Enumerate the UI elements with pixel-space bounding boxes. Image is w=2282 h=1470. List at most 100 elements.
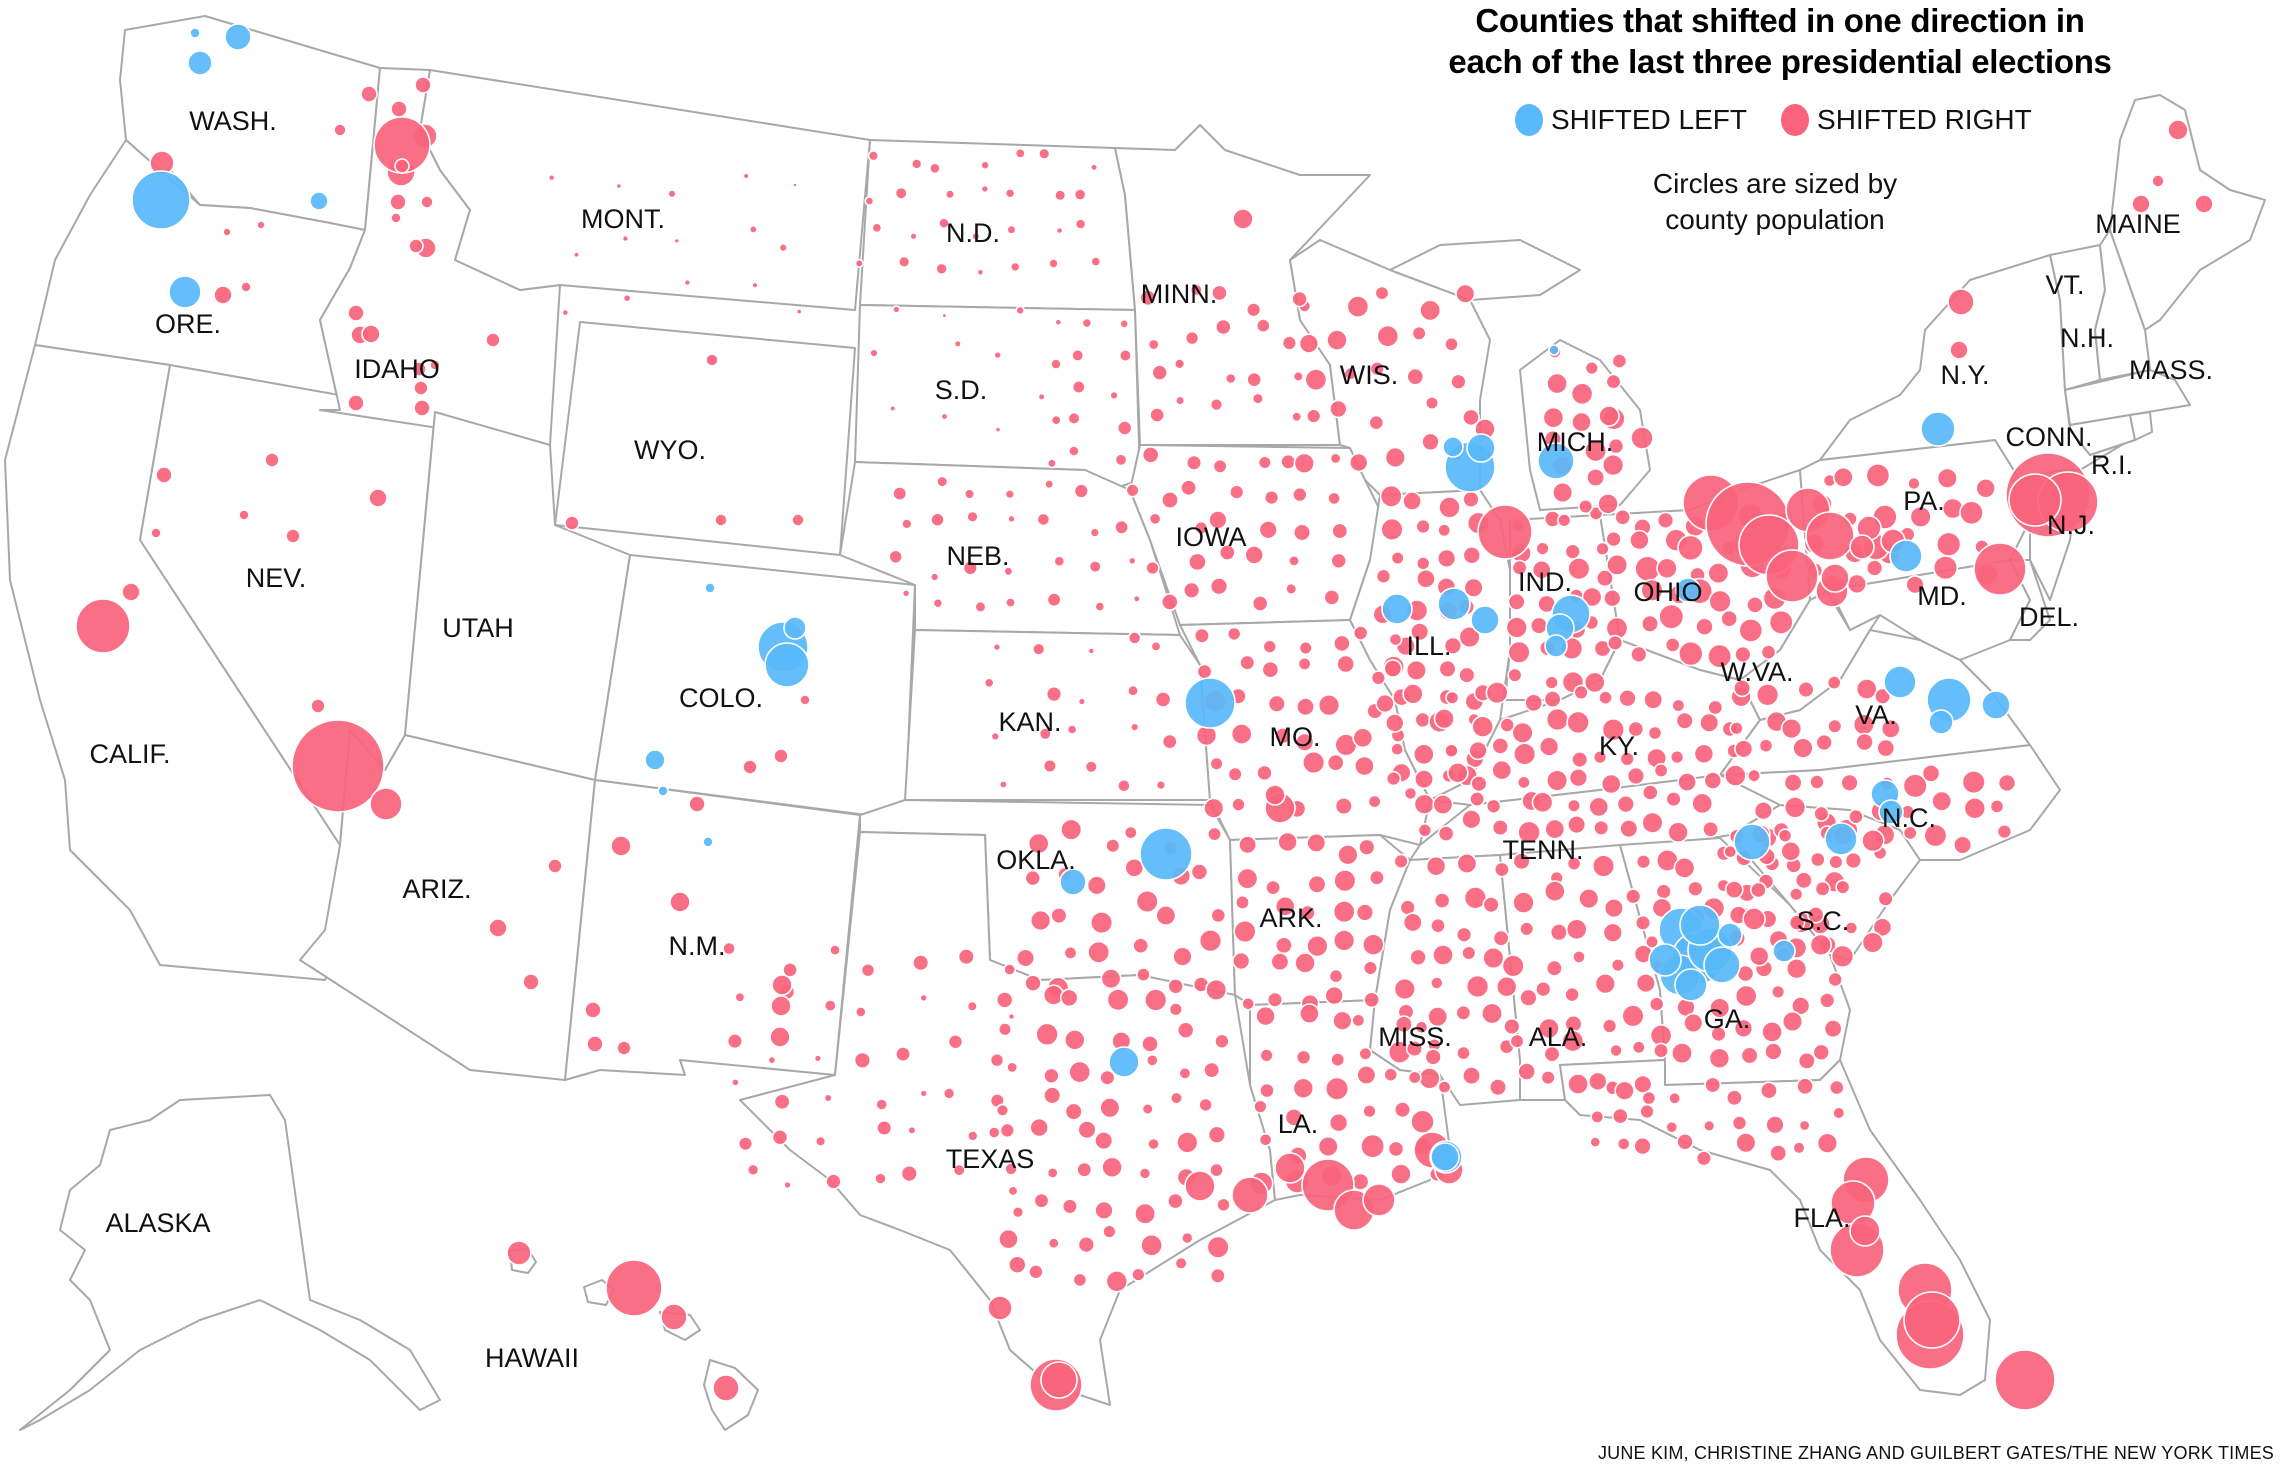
county-right-dot — [547, 173, 556, 182]
state-alaska — [19, 1094, 441, 1431]
county-right-dot — [1597, 493, 1619, 515]
county-right-dot — [414, 76, 432, 94]
county-right-dot — [1324, 1076, 1350, 1101]
county-right-dot — [1071, 348, 1085, 362]
county-right-dot — [860, 962, 876, 978]
county-right-dot — [1634, 914, 1652, 932]
county-right-dot — [621, 234, 630, 243]
county-right-dot — [485, 332, 501, 348]
county-right-dot — [1462, 545, 1482, 565]
county-right-dot — [1797, 1051, 1816, 1070]
county-right-dot — [1538, 736, 1560, 757]
county-right-dot — [889, 404, 897, 413]
county-right-dot — [1543, 880, 1566, 903]
county-right-dot — [1385, 713, 1405, 733]
state-labels: WASH. ORE. CALIF. NEV. IDAHO MONT. WYO. UTAH COL… — [89, 106, 2213, 1373]
county-right-dot — [1087, 940, 1111, 964]
county-right-dot — [1695, 1150, 1712, 1167]
county-right-dot — [1809, 851, 1826, 868]
county-right-dot — [869, 348, 879, 358]
county-right-dot — [1433, 892, 1451, 909]
county-right-dot — [1328, 1112, 1349, 1133]
county-right-dot — [1265, 879, 1282, 896]
county-right-dot — [1035, 1022, 1059, 1047]
county-left-dot — [1059, 868, 1087, 896]
county-right-dot — [1742, 907, 1766, 931]
state-label: N.H. — [2060, 323, 2114, 353]
county-right-dot — [919, 1089, 928, 1098]
county-right-dot — [1410, 622, 1430, 642]
county-right-dot — [1028, 1264, 1044, 1280]
county-right-dot — [1747, 768, 1762, 783]
county-right-dot — [1535, 980, 1552, 998]
county-right-dot — [1154, 691, 1172, 708]
county-right-dot — [901, 518, 913, 530]
county-right-dot — [1231, 1176, 1269, 1214]
state-label: TEXAS — [946, 1144, 1035, 1174]
county-left-dot — [1537, 442, 1575, 480]
county-right-dot — [1601, 717, 1626, 742]
county-right-dot — [1232, 208, 1254, 230]
county-right-dot — [1656, 511, 1675, 530]
state-label: WASH. — [189, 106, 277, 136]
county-right-dot — [1207, 1125, 1227, 1144]
county-right-dot — [1571, 750, 1589, 769]
county-right-dot — [1785, 957, 1808, 980]
county-right-dot — [1932, 555, 1959, 581]
county-right-dot — [1149, 407, 1165, 423]
county-right-dot — [980, 184, 990, 194]
county-right-dot — [1848, 808, 1864, 825]
county-right-dot — [1509, 1033, 1525, 1049]
county-right-dot — [1438, 496, 1461, 519]
county-right-dot — [1212, 458, 1228, 474]
county-right-dot — [1088, 559, 1102, 574]
county-right-dot — [1331, 522, 1349, 540]
state-new-mexico — [564, 779, 861, 1081]
state-label: DEL. — [2019, 602, 2079, 632]
county-right-dot — [1531, 559, 1552, 580]
county-right-dot — [547, 858, 563, 874]
county-right-dot — [1708, 589, 1732, 614]
county-right-dot — [1765, 549, 1819, 603]
county-right-dot — [1379, 484, 1403, 508]
county-right-dot — [1512, 742, 1537, 766]
state-label: N.C. — [1882, 803, 1936, 833]
county-right-dot — [1102, 1224, 1117, 1239]
county-right-dot — [1544, 675, 1559, 690]
state-label: FLA. — [1793, 1203, 1850, 1233]
county-right-dot — [941, 312, 948, 319]
county-right-dot — [1299, 904, 1316, 922]
state-label: MONT. — [581, 204, 665, 234]
county-right-dot — [2194, 194, 2214, 214]
county-right-dot — [1740, 1046, 1759, 1065]
state-texas — [739, 831, 1276, 1406]
county-right-dot — [1006, 1061, 1019, 1074]
county-right-dot — [1601, 1018, 1618, 1034]
county-right-dot — [1798, 1119, 1811, 1132]
county-right-dot — [1880, 718, 1901, 739]
county-right-dot — [1042, 758, 1057, 774]
county-right-dot — [980, 160, 990, 170]
county-right-dot — [1629, 529, 1650, 551]
county-right-dot — [1538, 1017, 1560, 1040]
state-label: N.Y. — [1940, 360, 1989, 390]
county-right-dot — [771, 1129, 789, 1146]
state-label: ALASKA — [105, 1208, 210, 1238]
county-right-dot — [1295, 732, 1315, 752]
county-right-dot — [1258, 520, 1278, 540]
county-right-dot — [1418, 1067, 1441, 1090]
county-right-dot — [1461, 945, 1477, 961]
county-right-dot — [1566, 710, 1590, 735]
county-right-dot — [1708, 1047, 1731, 1070]
county-right-dot — [907, 1125, 917, 1135]
county-right-dot — [1168, 1002, 1184, 1017]
county-right-dot — [1593, 819, 1610, 837]
county-right-dot — [1519, 921, 1535, 937]
county-right-dot — [1438, 659, 1457, 679]
county-right-dot — [938, 217, 950, 230]
county-right-dot — [390, 212, 402, 224]
title-line-1: Counties that shifted in one direction i… — [1475, 2, 2085, 39]
county-right-dot — [1293, 452, 1316, 474]
county-right-dot — [1306, 832, 1327, 853]
county-right-dot — [1827, 971, 1843, 988]
